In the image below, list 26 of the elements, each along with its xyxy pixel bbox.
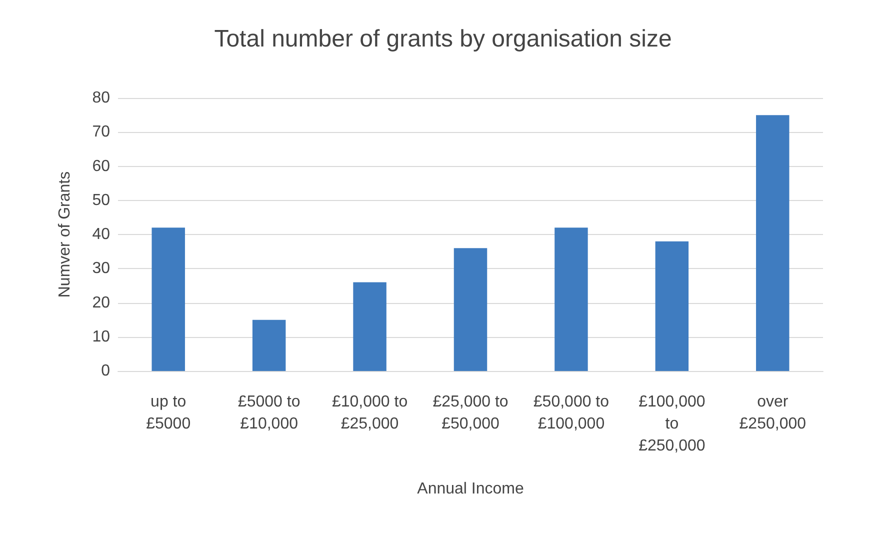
x-axis-title: Annual Income: [417, 480, 524, 498]
bar: [152, 228, 185, 371]
bar: [353, 282, 386, 371]
x-tick-label: £100,000 to £250,000: [638, 394, 706, 454]
y-tick-label: 70: [92, 124, 110, 141]
x-tick-label: £10,000 to £25,000: [332, 394, 408, 432]
bar: [454, 248, 488, 371]
y-axis-title: Numver of Grants: [56, 171, 74, 298]
y-tick-label: 0: [101, 362, 110, 380]
x-tick-label: up to £5000: [146, 394, 191, 432]
y-tick-label: 60: [92, 158, 110, 175]
chart-title: Total number of grants by organisation size: [214, 26, 672, 52]
bar: [554, 228, 588, 371]
y-tick-label: 80: [92, 90, 110, 106]
bar: [756, 115, 790, 371]
y-tick-label: 10: [92, 328, 110, 346]
bar: [252, 320, 286, 371]
x-tick-label: £25,000 to £50,000: [432, 394, 508, 432]
bar: [655, 241, 689, 371]
x-tick-label: £50,000 to £100,000: [533, 394, 610, 432]
y-tick-label: 50: [92, 192, 110, 209]
y-tick-label: 30: [92, 260, 110, 278]
x-tick-label: £5000 to £10,000: [238, 394, 300, 432]
y-tick-label: 40: [92, 226, 110, 243]
y-tick-label: 20: [92, 294, 110, 312]
x-tick-label: over £250,000: [739, 394, 806, 432]
